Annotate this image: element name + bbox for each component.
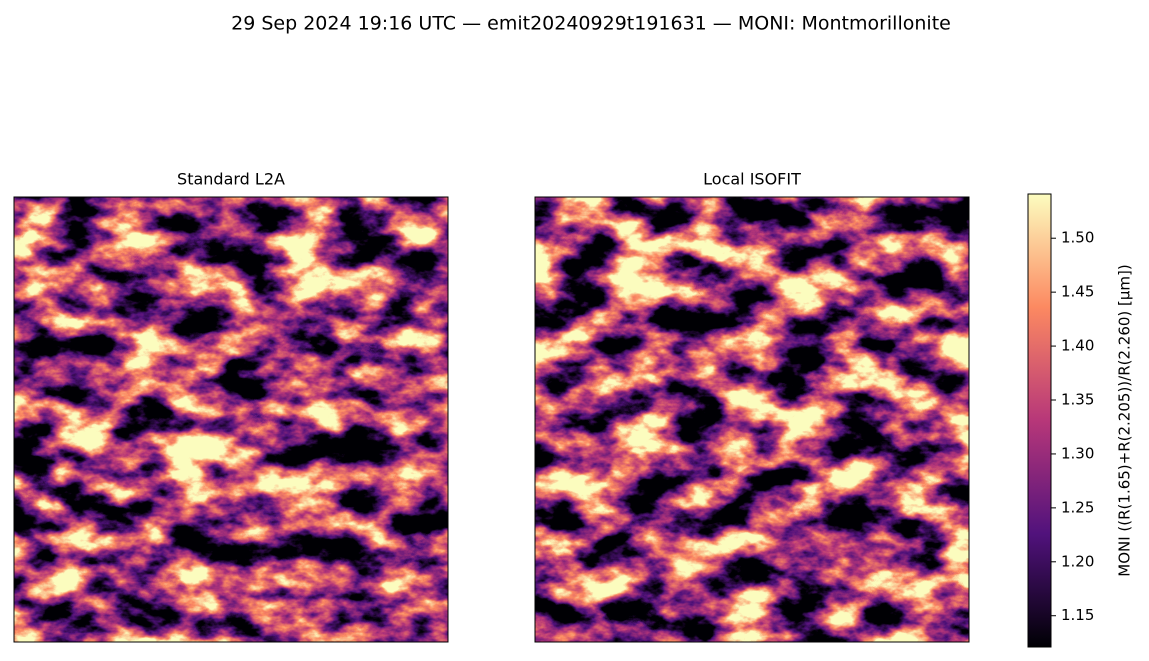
figure-title: 29 Sep 2024 19:16 UTC — emit20240929t191…: [231, 13, 951, 35]
colorbar-tick-label: 1.30: [1061, 444, 1094, 462]
colorbar-tick-label: 1.35: [1061, 391, 1094, 409]
colorbar-tick-label: 1.20: [1061, 552, 1094, 570]
colorbar-tick-label: 1.25: [1061, 498, 1094, 516]
panel-title: Local ISOFIT: [703, 170, 801, 189]
colorbar-tick-label: 1.50: [1061, 229, 1094, 247]
panel-frame: [13, 196, 449, 643]
colorbar-tick-label: 1.45: [1061, 283, 1094, 301]
colorbar-tick-label: 1.40: [1061, 337, 1094, 355]
panel-frame: [534, 196, 970, 643]
colorbar-label: MONI ((R(1.65)+R(2.205))/R(2.260) [µm]): [1116, 264, 1134, 576]
panel-title: Standard L2A: [177, 170, 285, 189]
map-image: [535, 197, 969, 642]
colorbar-tick-label: 1.15: [1061, 606, 1094, 624]
colorbar: [1027, 193, 1052, 648]
map-image: [14, 197, 448, 642]
